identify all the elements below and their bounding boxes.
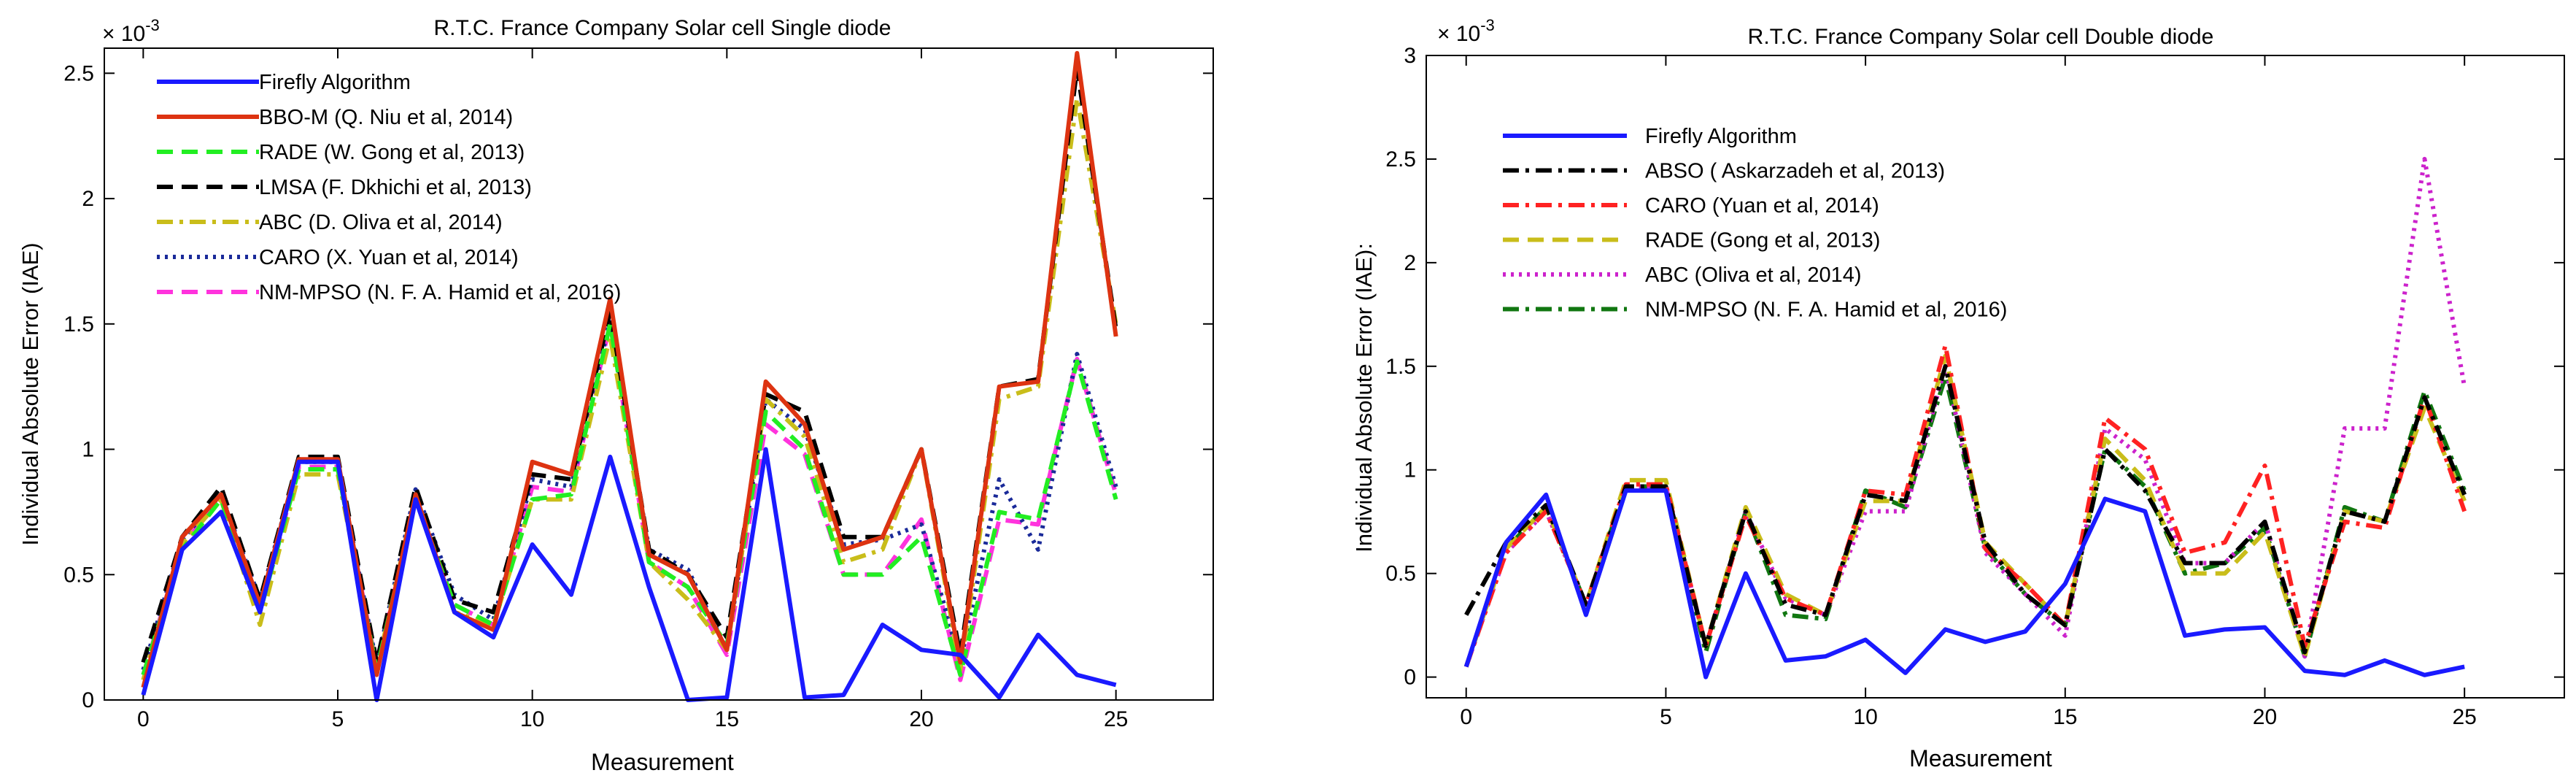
chart-title: R.T.C. France Company Solar cell Double … [1748,25,2214,49]
y-tick-label: 1 [82,438,94,462]
plot-frame [104,47,1214,701]
plot-frame [1426,55,2565,699]
x-tick-label: 10 [520,707,544,731]
y-tick-label: 1.5 [63,312,94,336]
y-tick-label: 0 [1404,666,1416,690]
legend-label: ABC (Oliva et al, 2014) [1645,263,1862,287]
x-axis-label: Measurement [591,749,734,775]
y-tick-label: 0.5 [1385,562,1416,586]
y-tick-label: 2 [1404,251,1416,275]
x-tick-label: 20 [909,707,933,731]
exponent-label: × 10-3 [102,16,160,46]
y-tick-label: 2 [82,187,94,211]
y-tick-label: 3 [1404,44,1416,68]
legend-label: LMSA (F. Dkhichi et al, 2013) [259,176,532,199]
y-axis-label: Individual Absolute Error (IAE): [1351,243,1377,553]
x-tick-label: 25 [2452,705,2476,729]
legend-label: ABSO ( Askarzadeh et al, 2013) [1645,160,1945,183]
series-line-1 [1464,363,2467,655]
series-line-4 [141,96,1118,681]
axis-ticks: 0 5 10 15 20 25 0 0.5 1 1.5 2 2.5 [63,48,1213,731]
axis-ticks: 0 5 10 15 20 25 0 0.5 1 1.5 2 2.5 3 [1385,44,2564,729]
x-axis-label: Measurement [1909,745,2052,772]
legend-label: NM-MPSO (N. F. A. Hamid et al, 2016) [259,281,621,304]
legend-label: Firefly Algorithm [1645,125,1797,148]
series-lines [141,50,1118,702]
y-tick-label: 2.5 [63,61,94,85]
x-tick-label: 15 [2053,705,2077,729]
legend-label: NM-MPSO (N. F. A. Hamid et al, 2016) [1645,299,2007,322]
x-tick-label: 25 [1104,707,1128,731]
x-tick-label: 10 [1853,705,1877,729]
x-tick-label: 5 [332,707,344,731]
exponent-label: × 10-3 [1437,16,1495,46]
y-axis-label: Individual Absolute Error (IAE) [18,242,43,545]
legend-label: CARO (X. Yuan et al, 2014) [259,246,519,269]
x-tick-label: 20 [2253,705,2277,729]
series-line-0 [141,447,1117,702]
chart-single-diode: R.T.C. France Company Solar cell Single … [18,16,1214,775]
x-tick-label: 0 [137,707,150,731]
legend-label: RADE (W. Gong et al, 2013) [259,141,525,164]
legend: Firefly Algorithm ABSO ( Askarzadeh et al… [1503,125,2007,322]
x-tick-label: 5 [1660,705,1672,729]
legend-label: RADE (Gong et al, 2013) [1645,229,1880,253]
chart-double-diode: R.T.C. France Company Solar cell Double … [1351,16,2565,772]
x-tick-label: 15 [715,707,739,731]
legend-label: CARO (Yuan et al, 2014) [1645,194,1879,218]
y-tick-label: 1 [1404,458,1416,482]
y-tick-label: 1.5 [1385,355,1416,379]
legend-label: Firefly Algorithm [259,71,411,94]
legend: Firefly Algorithm BBO-M (Q. Niu et al, 20… [157,71,621,304]
y-tick-label: 0 [82,688,94,712]
series-line-1 [141,50,1118,688]
y-tick-label: 2.5 [1385,147,1416,172]
legend-label: ABC (D. Oliva et al, 2014) [259,211,503,234]
series-lines [1463,156,2467,680]
series-line-2 [1463,343,2467,668]
legend-label: BBO-M (Q. Niu et al, 2014) [259,106,513,129]
y-tick-label: 0.5 [63,563,94,587]
chart-title: R.T.C. France Company Solar cell Single … [434,16,891,40]
series-line-0 [1463,488,2465,680]
x-tick-label: 0 [1460,705,1472,729]
